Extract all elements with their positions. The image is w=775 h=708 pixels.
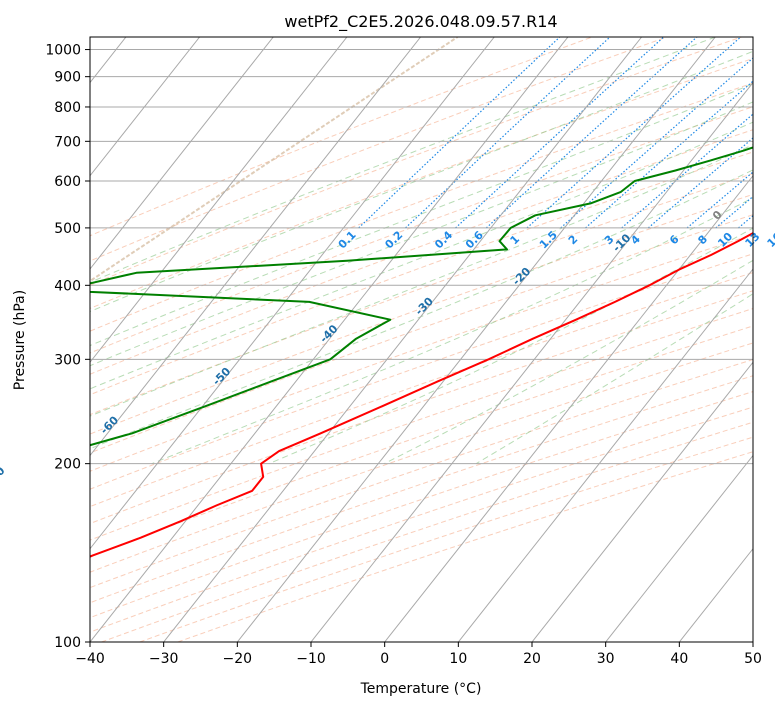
dry-adiabat bbox=[90, 325, 753, 557]
mixing-ratio-label: 2 bbox=[566, 233, 581, 248]
y-tick-label: 300 bbox=[54, 352, 81, 368]
y-tick-label: 100 bbox=[54, 635, 81, 651]
y-tick-label: 900 bbox=[54, 70, 81, 86]
mixing-ratio-label: 8 bbox=[695, 233, 710, 248]
mixing-ratio-label: 1.5 bbox=[537, 228, 560, 251]
isotherm-label: -70 bbox=[0, 464, 8, 487]
isotherm-line bbox=[90, 37, 422, 457]
isotherm-line bbox=[90, 37, 495, 550]
isotherm-line bbox=[90, 37, 348, 364]
isotherm-label: -50 bbox=[210, 365, 233, 388]
isotherm-label: -20 bbox=[510, 265, 533, 288]
dry-adiabat bbox=[90, 290, 753, 525]
dry-adiabat bbox=[90, 307, 753, 541]
isotherm-line bbox=[163, 37, 643, 642]
x-tick-label: −30 bbox=[149, 651, 179, 667]
mixing-ratio-line bbox=[585, 80, 753, 229]
y-tick-label: 1000 bbox=[45, 43, 81, 59]
x-tick-label: −20 bbox=[223, 651, 253, 667]
x-tick-label: 0 bbox=[380, 651, 389, 667]
mixing-ratio-line bbox=[526, 37, 742, 229]
mixing-ratio-line bbox=[686, 171, 753, 229]
dry-adiabat bbox=[90, 172, 753, 416]
mixing-ratio-line bbox=[485, 37, 698, 229]
moist-adiabat bbox=[90, 121, 753, 390]
mixing-ratio-label: 6 bbox=[667, 232, 682, 247]
isotherm-line bbox=[531, 361, 753, 642]
isotherm-label: -60 bbox=[98, 413, 121, 436]
moist-adiabat bbox=[90, 101, 753, 367]
dry-adiabat bbox=[90, 233, 753, 472]
mixing-ratio-label: 4 bbox=[628, 232, 643, 247]
isotherm-line bbox=[236, 37, 716, 642]
dry-adiabat bbox=[90, 214, 753, 454]
mixing-ratio-line bbox=[621, 113, 753, 229]
dry-adiabat bbox=[90, 151, 753, 396]
isotherm-line bbox=[90, 37, 274, 270]
mixing-ratio-label: 0.4 bbox=[432, 228, 455, 251]
mixing-ratio-line bbox=[766, 37, 775, 228]
moist-adiabat bbox=[90, 83, 753, 347]
x-tick-label: 10 bbox=[449, 651, 467, 667]
dry-adiabat bbox=[90, 193, 753, 435]
x-tick-label: 40 bbox=[670, 651, 688, 667]
dry-adiabat bbox=[90, 82, 753, 332]
y-tick-label: 400 bbox=[54, 278, 81, 294]
y-tick-label: 600 bbox=[54, 174, 81, 190]
dry-adiabat bbox=[90, 37, 593, 237]
moist-adiabat bbox=[268, 227, 753, 465]
isotherm-line bbox=[90, 37, 569, 642]
isotherm-line bbox=[605, 454, 753, 642]
mixing-ratio-line bbox=[647, 137, 753, 229]
dry-adiabat bbox=[90, 106, 753, 354]
isotherm-line bbox=[752, 641, 753, 642]
dry-adiabat bbox=[90, 37, 667, 262]
dry-adiabat bbox=[90, 271, 753, 508]
dry-adiabat bbox=[90, 253, 753, 490]
moist-adiabat bbox=[90, 37, 716, 283]
chart-title: wetPf2_C2E5.2026.048.09.57.R14 bbox=[284, 12, 557, 32]
moist-adiabat bbox=[383, 259, 753, 465]
isotherm-label: -30 bbox=[413, 295, 436, 318]
mixing-ratio-line bbox=[455, 37, 665, 229]
plot-frame bbox=[89, 36, 754, 643]
dry-adiabat bbox=[90, 406, 753, 633]
isotherm-line bbox=[310, 81, 753, 642]
mixing-ratio-label: 0.6 bbox=[463, 228, 486, 251]
dry-adiabat bbox=[90, 37, 742, 286]
isotherm-line bbox=[384, 174, 753, 642]
y-tick-label: 700 bbox=[54, 134, 81, 150]
dry-adiabat bbox=[90, 375, 753, 604]
dry-adiabat bbox=[90, 358, 753, 589]
isotherm-label: 0 bbox=[710, 208, 725, 223]
dry-adiabat bbox=[90, 129, 753, 375]
temperature-profile bbox=[90, 231, 753, 558]
mixing-ratio-line bbox=[358, 37, 561, 229]
isotherm-line bbox=[90, 37, 201, 177]
moist-adiabat bbox=[90, 169, 753, 450]
x-axis-label: Temperature (°C) bbox=[360, 681, 482, 697]
dry-adiabat bbox=[90, 57, 753, 309]
y-tick-label: 800 bbox=[54, 100, 81, 116]
mixing-ratio-label: 1 bbox=[508, 233, 523, 248]
x-tick-label: −40 bbox=[75, 651, 105, 667]
dry-adiabat bbox=[90, 342, 753, 573]
dewpoint-profile bbox=[90, 146, 753, 447]
isotherm-line bbox=[678, 547, 753, 642]
x-tick-label: 50 bbox=[744, 651, 762, 667]
y-tick-label: 500 bbox=[54, 221, 81, 237]
y-tick-label: 200 bbox=[54, 457, 81, 473]
y-axis-label: Pressure (hPa) bbox=[12, 290, 28, 390]
moist-adiabat bbox=[90, 50, 753, 313]
x-tick-label: 30 bbox=[597, 651, 615, 667]
x-tick-label: −10 bbox=[296, 651, 326, 667]
mixing-ratio-label: 16 bbox=[765, 230, 775, 250]
isotherm-line bbox=[457, 268, 753, 642]
x-tick-label: 20 bbox=[523, 651, 541, 667]
mixing-ratio-line bbox=[405, 37, 611, 229]
moist-adiabat bbox=[151, 197, 753, 465]
mixing-ratio-line bbox=[560, 57, 753, 229]
dry-adiabat bbox=[139, 436, 753, 642]
